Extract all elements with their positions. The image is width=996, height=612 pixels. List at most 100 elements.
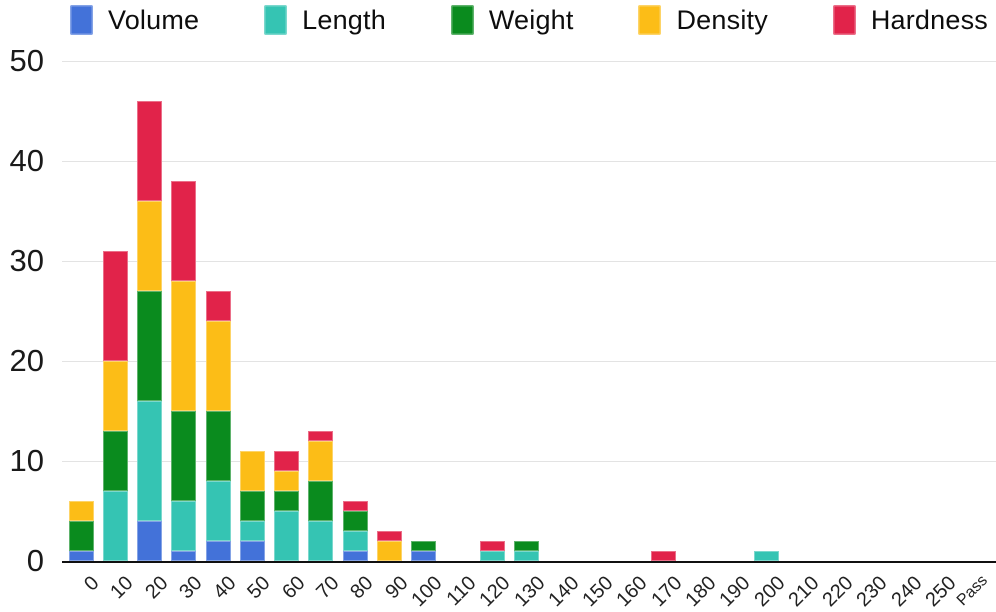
gridline-y-40 (62, 161, 996, 162)
legend-label-volume: Volume (108, 4, 200, 35)
bar-50-volume (239, 541, 265, 561)
gridline-y-20 (62, 361, 996, 362)
x-axis-label: 130 (510, 572, 550, 612)
x-axis-label: 40 (209, 572, 241, 604)
bar-10-density (102, 361, 128, 431)
bar-30-length (171, 501, 197, 551)
bar-90-density (377, 541, 403, 561)
x-axis-label: 100 (407, 572, 447, 612)
bar-40-density (205, 321, 231, 411)
bar-80-length (342, 531, 368, 551)
legend-swatch-weight-icon (450, 5, 474, 35)
legend-label-density: Density (676, 4, 768, 35)
x-axis-label: 170 (647, 572, 687, 612)
x-axis-label: 140 (544, 572, 584, 612)
bar-20-weight (137, 291, 163, 401)
x-axis-label: 230 (852, 572, 892, 612)
bar-20-length (137, 401, 163, 521)
bar-70-length (308, 521, 334, 561)
x-axis-line (62, 561, 996, 564)
legend-label-length: Length (302, 4, 386, 35)
bar-50-weight (239, 491, 265, 521)
bar-20-density (137, 201, 163, 291)
chart-legend: Volume Length Weight Density Hardness (70, 2, 988, 38)
y-axis-label: 40 (9, 143, 44, 178)
bar-30-hardness (171, 181, 197, 281)
bar-100-weight (411, 541, 437, 551)
legend-item-length: Length (264, 5, 386, 36)
x-axis-label: 70 (312, 572, 344, 604)
x-axis-label: 240 (887, 572, 927, 612)
legend-label-hardness: Hardness (870, 4, 988, 35)
gridline-y-10 (62, 461, 996, 462)
x-axis-label: 150 (578, 572, 618, 612)
gridline-y-50 (62, 61, 996, 62)
bar-170-hardness (651, 551, 677, 561)
x-axis-label: 60 (277, 572, 310, 604)
bar-130-length (514, 551, 540, 561)
x-axis-label: 220 (818, 572, 858, 612)
bar-70-hardness (308, 431, 334, 441)
legend-swatch-hardness-icon (832, 5, 856, 35)
x-axis-label: 20 (140, 572, 173, 604)
y-axis-label: 0 (26, 543, 44, 578)
bar-0-weight (68, 521, 94, 551)
bar-80-volume (342, 551, 368, 561)
bar-60-weight (274, 491, 300, 511)
legend-item-hardness: Hardness (832, 4, 988, 36)
x-axis-label: 200 (749, 572, 790, 612)
bar-60-length (274, 511, 300, 561)
gridline-y-30 (62, 261, 996, 262)
bar-120-length (479, 551, 505, 561)
x-axis-label: Pass (954, 572, 992, 610)
y-axis-label: 50 (9, 43, 44, 78)
x-axis-label: 160 (612, 572, 653, 612)
x-axis-label: 250 (921, 572, 961, 612)
bar-50-density (239, 451, 265, 491)
legend-label-weight: Weight (488, 4, 574, 35)
y-axis-label: 20 (9, 343, 44, 378)
legend-swatch-density-icon (638, 5, 662, 35)
bar-200-length (754, 551, 780, 561)
bar-80-weight (342, 511, 368, 531)
bar-20-hardness (137, 101, 163, 201)
x-axis-label: 90 (380, 572, 413, 604)
y-axis-label: 10 (9, 443, 44, 478)
bar-60-density (274, 471, 300, 491)
bar-50-length (239, 521, 265, 541)
bar-40-length (205, 481, 231, 541)
bar-80-hardness (342, 501, 368, 511)
bar-100-volume (411, 551, 437, 561)
x-axis-label: 10 (106, 572, 138, 604)
x-axis-label: 30 (175, 572, 207, 604)
bar-40-hardness (205, 291, 231, 321)
bar-40-volume (205, 541, 231, 561)
bar-70-density (308, 441, 334, 481)
bar-0-density (68, 501, 94, 521)
legend-item-weight: Weight (450, 4, 574, 36)
bar-30-weight (171, 411, 197, 501)
x-axis-label: 50 (243, 572, 275, 604)
x-axis-label: 180 (681, 572, 721, 612)
bar-10-length (102, 491, 128, 561)
x-axis-label: 120 (475, 572, 515, 612)
bar-60-hardness (274, 451, 300, 471)
x-axis-label: 210 (784, 572, 824, 612)
bar-40-weight (205, 411, 231, 481)
y-axis-label: 30 (9, 243, 44, 278)
bar-20-volume (137, 521, 163, 561)
x-axis-label: 110 (442, 572, 481, 611)
x-axis-label: 80 (346, 572, 378, 604)
legend-swatch-volume-icon (70, 5, 93, 35)
bar-10-hardness (102, 251, 128, 361)
x-axis-label: 190 (715, 572, 755, 612)
bar-120-hardness (479, 541, 505, 551)
bar-0-volume (68, 551, 94, 561)
bar-130-weight (514, 541, 540, 551)
legend-item-density: Density (638, 4, 768, 36)
legend-item-volume: Volume (70, 5, 199, 36)
bar-30-volume (171, 551, 197, 561)
bar-30-density (171, 281, 197, 411)
x-axis-label: 0 (80, 572, 104, 596)
